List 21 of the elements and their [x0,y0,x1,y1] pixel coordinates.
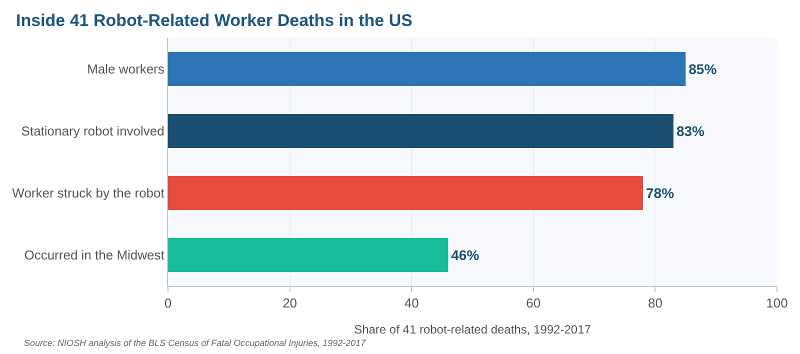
x-tick-label: 40 [404,296,419,311]
data-label: 46% [451,247,480,263]
data-label: 85% [688,61,718,77]
data-label: 78% [646,185,675,201]
data-label: 83% [676,123,706,139]
x-tick-label: 100 [766,296,788,311]
x-tick-label: 20 [282,296,298,311]
bar [168,176,644,210]
y-tick-label: Male workers [87,62,165,77]
y-tick-label: Worker struck by the robot [12,186,165,201]
bar [168,114,674,148]
x-tick-label: 60 [526,296,541,311]
source-note: Source: NIOSH analysis of the BLS Census of Fatal Occupational Injuries, 1992-2017 [24,338,367,348]
bar [168,52,686,86]
x-axis-title: Share of 41 robot-related deaths, 1992-2017 [354,322,592,336]
x-tick-label: 0 [164,296,172,311]
y-tick-label: Occurred in the Midwest [24,248,165,263]
chart-title: Inside 41 Robot-Related Worker Deaths in the US [16,11,412,30]
bar [168,238,448,272]
y-tick-label: Stationary robot involved [21,124,164,139]
x-tick-label: 80 [648,296,662,311]
